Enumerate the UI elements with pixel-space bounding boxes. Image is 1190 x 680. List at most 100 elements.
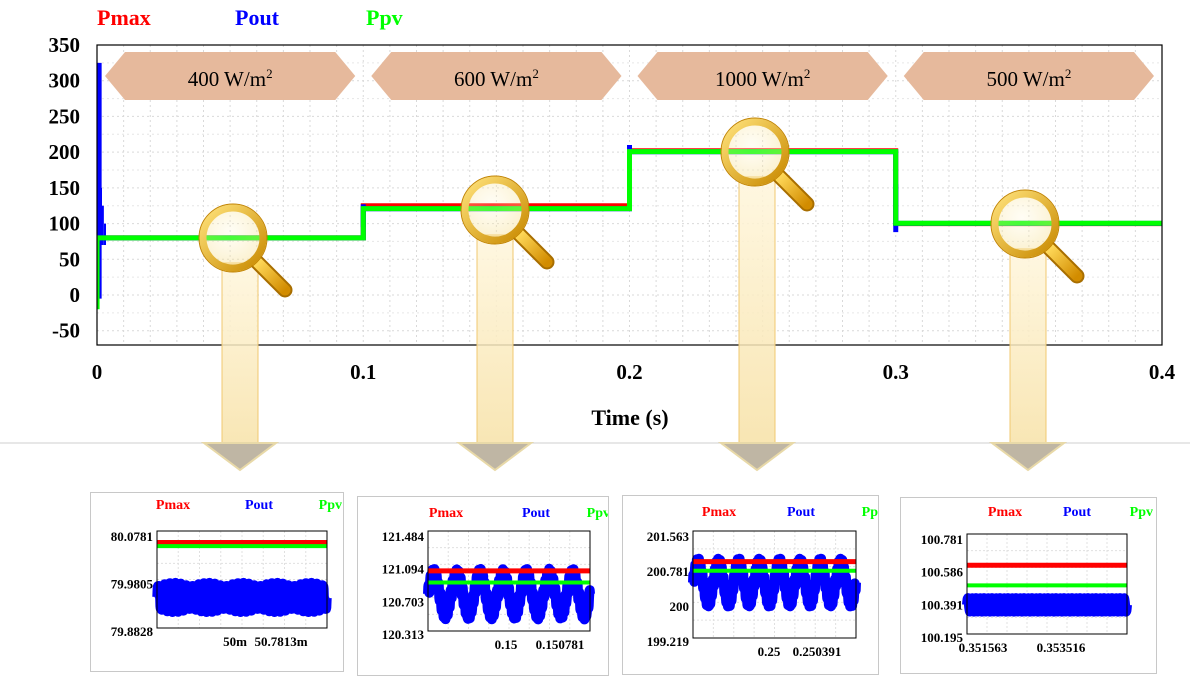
zoom-arrow-2 (456, 234, 534, 472)
inset-frame (966, 533, 1128, 635)
zoom-arrow-3 (718, 176, 796, 472)
inset-legend-pout: Pout (787, 505, 815, 520)
inset-x-tick-label: 0.15 (495, 637, 518, 652)
irradiance-band-4 (903, 52, 1154, 100)
zoom-arrow-head (718, 442, 796, 472)
inset-y-tick-label: 199.219 (647, 634, 690, 649)
x-tick-label: 0.4 (1149, 360, 1176, 384)
inset-legend-pmax: Pmax (429, 506, 463, 521)
y-tick-label: 100 (49, 212, 81, 236)
zoom-inset-2: Pmax Pout Ppv 121.484 121.094 120.703 120.313 0… (357, 496, 610, 676)
inset-x-tick-label: 50m (223, 634, 247, 649)
x-axis-title: Time (s) (591, 405, 668, 430)
inset-y-tick-label: 80.0781 (111, 529, 153, 544)
magnifier-rim-outline (720, 117, 790, 187)
magnifier-icon (720, 117, 815, 212)
y-tick-label: 200 (49, 140, 81, 164)
inset-y-tick-label: 121.094 (382, 562, 425, 577)
inset-frame (692, 530, 857, 639)
x-tick-label: 0.3 (883, 360, 909, 384)
irradiance-band-3 (637, 52, 888, 100)
inset-y-tick-label: 100.391 (921, 597, 963, 612)
irradiance-band-1 (105, 52, 356, 100)
y-tick-label: -50 (52, 319, 80, 343)
irradiance-label-2: 600 W/m2 (454, 66, 539, 91)
series-ppv-line (97, 149, 1162, 241)
magnifier-lens (199, 204, 267, 272)
x-tick-label: 0 (92, 360, 103, 384)
magnifier-lens (461, 176, 529, 244)
y-tick-label: 0 (70, 283, 81, 307)
inset-chart-1: Pmax Pout Ppv 80.0781 79.9805 79.8828 50m 50.78… (111, 498, 342, 649)
inset-y-tick-label: 79.9805 (111, 577, 154, 592)
inset-legend-pout: Pout (245, 498, 273, 513)
inset-legend-pmax: Pmax (702, 505, 736, 520)
zoom-arrow-head (989, 442, 1067, 472)
inset-legend-ppv: Ppv (1130, 505, 1153, 520)
zoom-inset-1: Pmax Pout Ppv 80.0781 79.9805 79.8828 50m 50.78… (90, 492, 344, 672)
inset-chart-2: Pmax Pout Ppv 121.484 121.094 120.703 120.313 0… (382, 506, 610, 652)
inset-legend-pmax: Pmax (156, 498, 190, 513)
y-tick-label: 300 (49, 69, 81, 93)
zoom-arrow-1 (201, 262, 279, 472)
magnifier-icon (990, 189, 1085, 284)
zoom-arrow-head (456, 442, 534, 472)
inset-x-tick-label: 0.25 (758, 644, 781, 659)
inset-y-tick-label: 200.781 (647, 564, 689, 579)
inset-series-pout (423, 563, 595, 625)
zoom-arrow-4 (989, 248, 1067, 472)
inset-y-tick-label: 100.586 (921, 565, 964, 580)
plot-frame (96, 44, 1163, 346)
legend-pmax: Pmax (97, 5, 151, 30)
inset-x-tick-label: 0.150781 (536, 637, 585, 652)
inset-y-tick-label: 100.781 (921, 532, 963, 547)
irradiance-label-3: 1000 W/m2 (715, 66, 810, 91)
magnifier-icon (198, 203, 293, 298)
y-tick-label: 50 (59, 247, 80, 271)
legend-ppv: Ppv (366, 5, 403, 30)
magnifier-handle (513, 228, 553, 268)
inset-legend-ppv: Ppv (587, 506, 608, 521)
inset-legend-pout: Pout (522, 506, 550, 521)
inset-frame (427, 530, 591, 632)
zoom-inset-3: PmaxPoutPpv201.563200.781200199.2190.250… (622, 495, 885, 675)
inset-legend-ppv: Ppv (862, 505, 878, 520)
inset-x-tick-label: 0.353516 (1037, 640, 1086, 655)
magnifier-lens (991, 190, 1059, 258)
x-tick-label: 0.1 (350, 360, 376, 384)
zoom-arrow-head (201, 442, 279, 472)
inset-y-tick-label: 120.703 (382, 594, 425, 609)
inset-series-pout (688, 553, 861, 612)
magnifier-rim-outline (460, 175, 530, 245)
magnifier-rim-outline (198, 203, 268, 273)
inset-series-pout (962, 593, 1132, 617)
x-tick-label: 0.2 (616, 360, 642, 384)
inset-y-tick-label: 201.563 (647, 529, 690, 544)
inset-x-tick-label: 0.351563 (959, 640, 1008, 655)
irradiance-band-2 (371, 52, 622, 100)
inset-legend-ppv: Ppv (319, 498, 342, 513)
y-tick-label: 350 (49, 33, 81, 57)
magnifier-icon (460, 175, 555, 270)
magnifier-handle (1043, 242, 1083, 282)
zoom-inset-4: Pmax Pout Ppv 100.781 100.586 100.391 100.195 0… (900, 497, 1157, 674)
irradiance-label-1: 400 W/m2 (188, 66, 273, 91)
inset-y-tick-label: 121.484 (382, 529, 425, 544)
magnifier-rim-outline (990, 189, 1060, 259)
inset-chart-3: PmaxPoutPpv201.563200.781200199.2190.250… (647, 505, 885, 659)
inset-frame (156, 530, 328, 629)
inset-x-tick-label: 50.7813m (254, 634, 307, 649)
inset-y-tick-label: 79.8828 (111, 624, 154, 639)
inset-y-tick-label: 120.313 (382, 627, 425, 642)
inset-legend-pout: Pout (1063, 505, 1091, 520)
magnifier-handle (251, 256, 291, 296)
magnifier-handle (773, 170, 813, 210)
inset-legend-pmax: Pmax (988, 505, 1022, 520)
magnifier-lens (721, 118, 789, 186)
y-tick-label: 250 (49, 104, 81, 128)
irradiance-label-4: 500 W/m2 (986, 66, 1071, 91)
legend-pout: Pout (235, 5, 280, 30)
inset-y-tick-label: 100.195 (921, 630, 964, 645)
inset-chart-4: Pmax Pout Ppv100.781100.586100.391100.1950… (921, 505, 1153, 655)
